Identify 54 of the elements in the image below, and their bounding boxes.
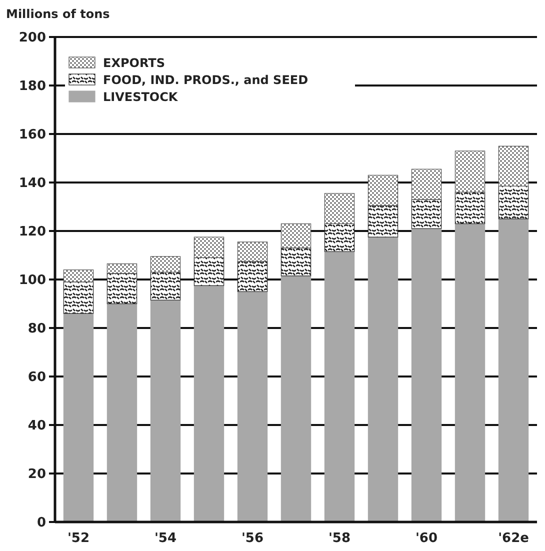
bar [324, 223, 355, 252]
bar [150, 256, 181, 273]
bar [280, 223, 312, 248]
bar [368, 205, 398, 238]
x-tick-label: '58 [328, 531, 351, 546]
bar [454, 223, 486, 522]
y-tick-label: 140 [18, 176, 46, 192]
y-tick-label: 160 [18, 128, 46, 143]
bar [454, 192, 486, 224]
x-tick-label: '52 [67, 531, 90, 546]
y-tick-label: 60 [28, 370, 46, 386]
y-tick-label: 200 [18, 30, 46, 46]
bar [498, 218, 529, 522]
y-tick-label: 40 [28, 418, 46, 434]
y-tick-label: 180 [18, 79, 46, 94]
legend-label: FOOD, IND. PRODS., and SEED [103, 73, 308, 87]
y-axis-title: Millions of tons [6, 7, 110, 21]
bar [106, 273, 138, 304]
legend-label: EXPORTS [103, 56, 165, 70]
bar [106, 303, 138, 522]
bar [237, 242, 268, 262]
y-tick-label: 100 [18, 273, 46, 288]
bar [150, 300, 181, 522]
bar [324, 193, 355, 224]
bar [63, 282, 94, 314]
bar [368, 236, 398, 522]
y-tick-label: 20 [28, 467, 46, 482]
bar [106, 263, 138, 274]
y-tick-label: 0 [36, 516, 46, 531]
bar [411, 168, 442, 200]
bar [237, 261, 268, 292]
bar [194, 236, 224, 258]
bar [498, 186, 529, 220]
x-tick-label: '62e [498, 531, 530, 546]
legend-label: LIVESTOCK [103, 90, 178, 104]
bar [63, 313, 94, 522]
x-tick-label: '56 [241, 531, 264, 546]
x-tick-label: '54 [154, 531, 177, 546]
bar [368, 174, 398, 206]
bar [498, 146, 529, 186]
y-tick-label: 80 [28, 322, 46, 337]
bar [150, 272, 181, 300]
bar [411, 228, 442, 522]
bar [194, 257, 224, 286]
bar [324, 251, 355, 522]
bar [237, 291, 268, 522]
bar [63, 270, 94, 282]
bar [411, 199, 442, 229]
bar [454, 150, 486, 192]
y-tick-label: 120 [18, 224, 46, 240]
bar [194, 285, 224, 522]
bar [280, 248, 312, 276]
bar [280, 276, 312, 522]
x-tick-label: '60 [415, 531, 438, 546]
